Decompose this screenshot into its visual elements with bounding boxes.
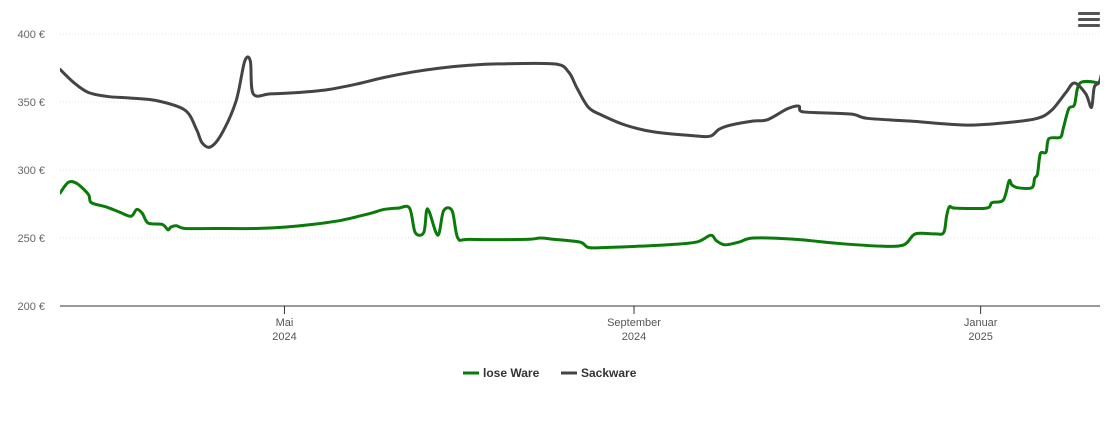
hamburger-menu-icon[interactable] — [1078, 12, 1100, 32]
x-tick-month: Januar — [964, 317, 998, 329]
y-tick-label: 350 € — [17, 97, 45, 109]
y-tick-label: 250 € — [17, 233, 45, 245]
series-line-lose-ware — [60, 79, 1100, 250]
y-tick-label: 300 € — [17, 165, 45, 177]
x-tick-year: 2024 — [272, 331, 296, 343]
grid — [60, 33, 1100, 239]
y-tick-label: 200 € — [17, 301, 45, 313]
series-lines — [60, 55, 1100, 250]
x-axis: Mai 2024 September 2024 Januar 2025 — [60, 305, 1100, 343]
x-tick-month: September — [607, 317, 661, 329]
series-line-sackware — [60, 55, 1100, 149]
x-tick-year: 2025 — [968, 331, 992, 343]
y-tick-label: 400 € — [17, 29, 45, 41]
y-axis: 200 € 250 € 300 € 350 € 400 € — [17, 29, 45, 313]
legend-item-sackware[interactable]: Sackware — [561, 366, 637, 380]
x-tick-month: Mai — [276, 317, 294, 329]
legend-label: Sackware — [581, 366, 637, 380]
x-tick-year: 2024 — [622, 331, 646, 343]
legend: lose Ware Sackware — [463, 366, 637, 380]
legend-item-lose-ware[interactable]: lose Ware — [463, 366, 540, 380]
legend-label: lose Ware — [483, 366, 540, 380]
